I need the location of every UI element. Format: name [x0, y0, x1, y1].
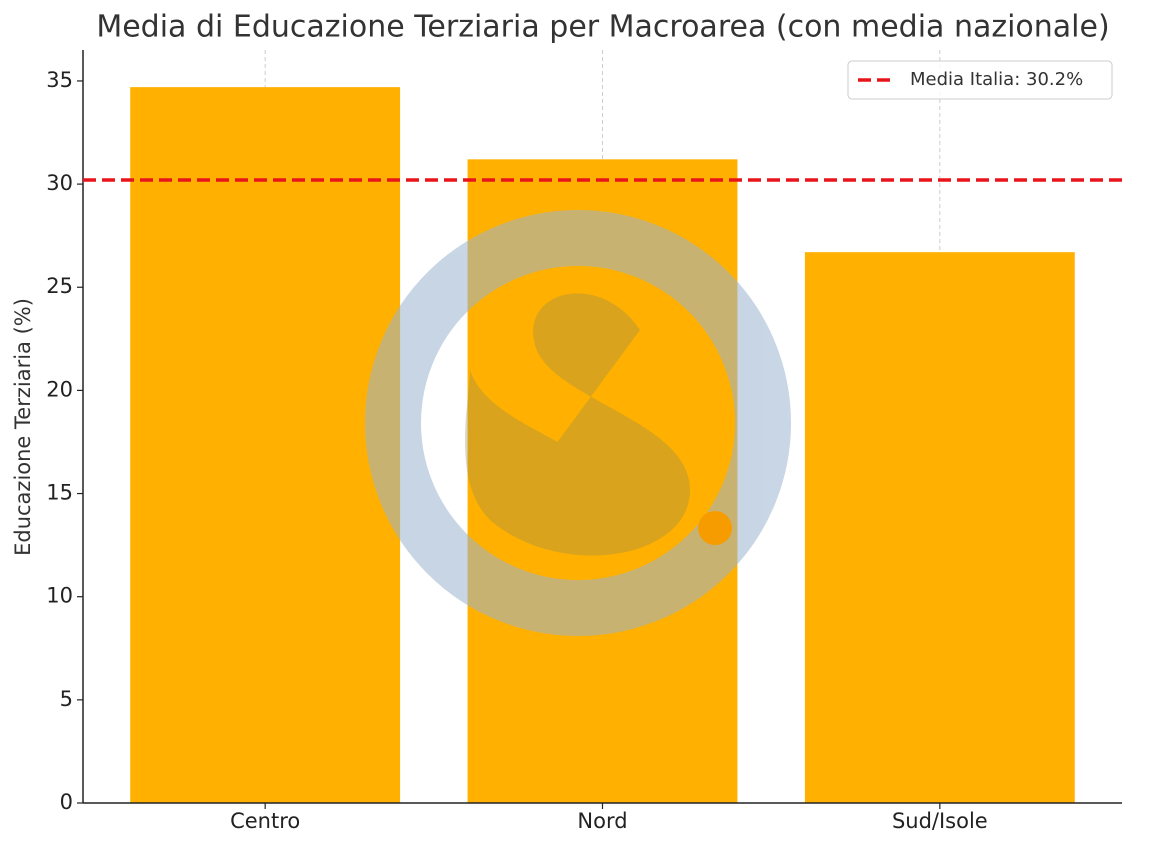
watermark [365, 210, 791, 636]
watermark-dot [698, 511, 732, 545]
watermark-ring [365, 210, 791, 636]
legend-box [847, 60, 1113, 100]
y-tick-label: 35 [46, 68, 73, 92]
chart-title: Media di Educazione Terziaria per Macroa… [96, 10, 1109, 45]
y-tick-label: 5 [60, 687, 73, 711]
y-tick-label: 10 [46, 584, 73, 608]
y-tick-label: 0 [60, 790, 73, 814]
y-tick-label: 20 [46, 377, 73, 401]
y-tick-label: 25 [46, 274, 73, 298]
x-tick-label: Nord [577, 809, 627, 833]
x-tick-label: Centro [230, 809, 300, 833]
y-tick-label: 30 [46, 171, 73, 195]
x-tick-label: Sud/Isole [892, 809, 988, 833]
y-axis-label: Educazione Terziaria (%) [11, 298, 35, 556]
legend-label: Media Italia: 30.2% [910, 69, 1083, 90]
watermark-s [465, 293, 690, 556]
bar [804, 252, 1075, 803]
y-tick-label: 15 [46, 481, 73, 505]
bar [130, 87, 401, 803]
